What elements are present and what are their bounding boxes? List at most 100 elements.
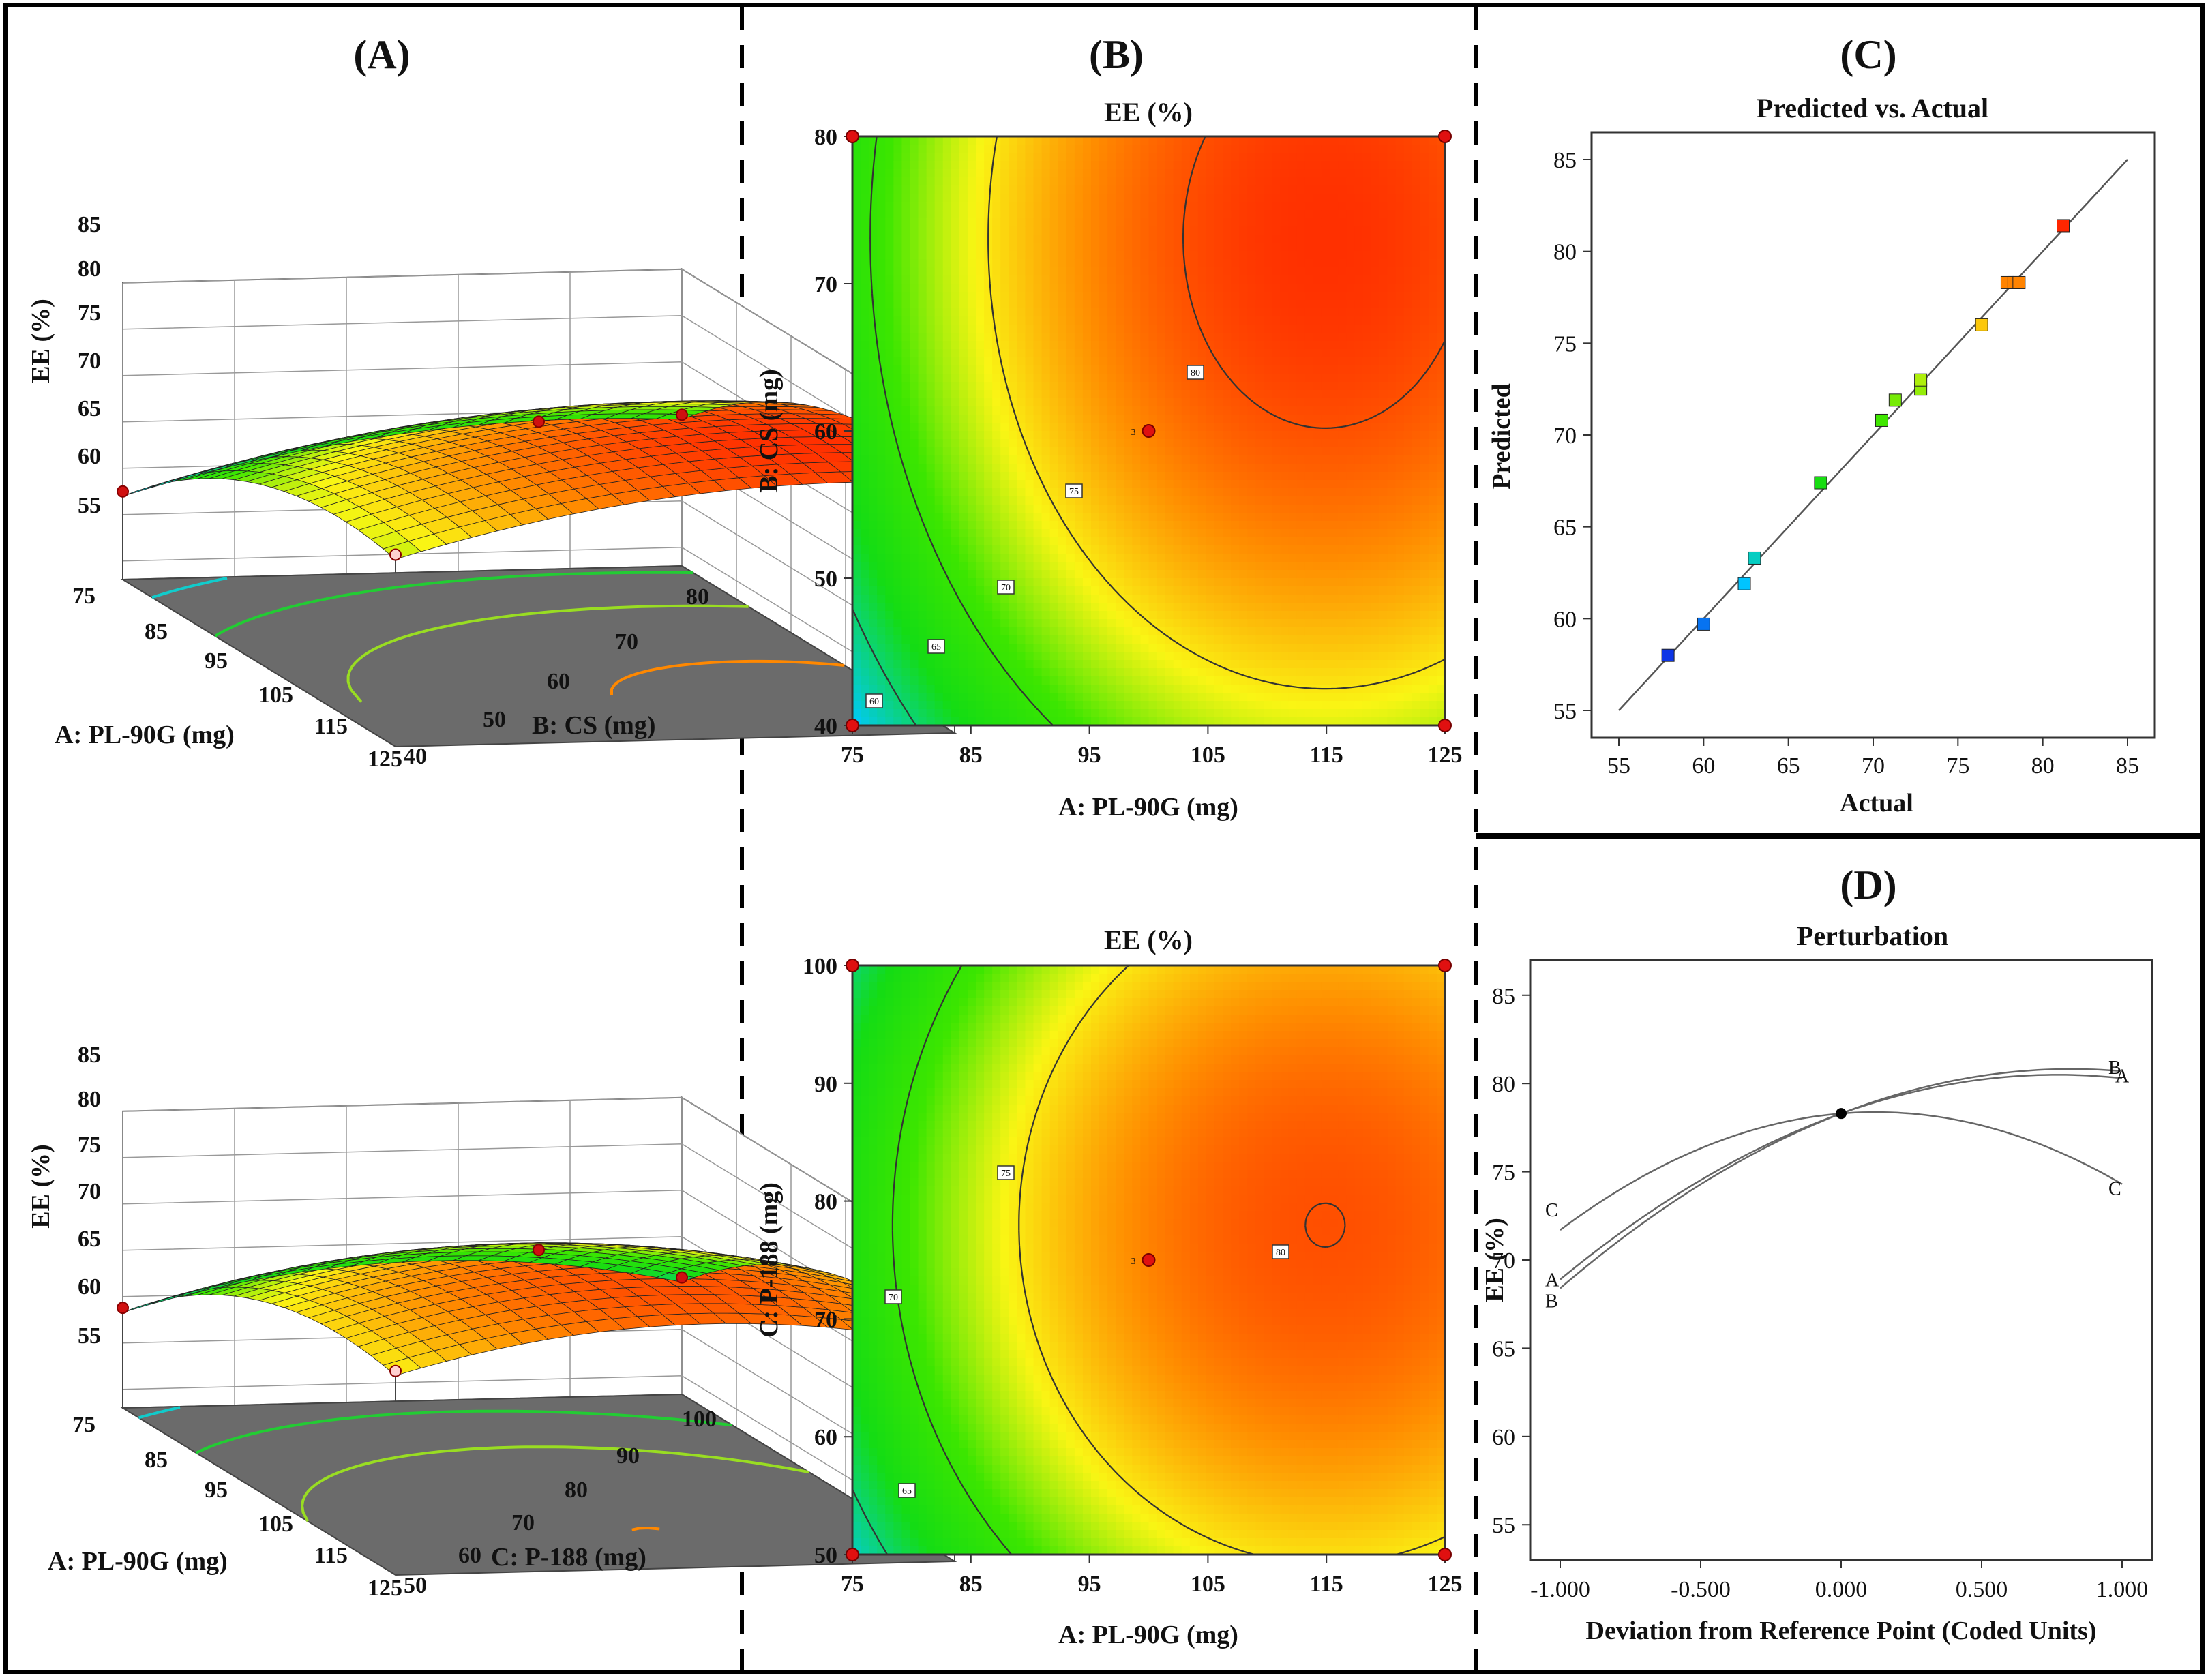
heat-cell bbox=[861, 185, 869, 194]
panel-label-d: (D) bbox=[1840, 862, 1896, 907]
heat-cell bbox=[852, 251, 861, 260]
heat-cell bbox=[877, 308, 886, 317]
heat-cell bbox=[1082, 235, 1092, 243]
floor-contour bbox=[610, 659, 845, 695]
heat-cell bbox=[1280, 235, 1289, 243]
heat-cell bbox=[1140, 382, 1150, 391]
heat-cell bbox=[1140, 145, 1150, 153]
heat-cell bbox=[1223, 365, 1232, 374]
heat-cell bbox=[1181, 177, 1191, 186]
heat-cell bbox=[1049, 210, 1059, 219]
heat-cell bbox=[1239, 284, 1249, 292]
heat-cell bbox=[967, 480, 976, 489]
heat-cell bbox=[1082, 709, 1092, 718]
heat-cell bbox=[910, 194, 919, 202]
heat-cell bbox=[1017, 562, 1026, 571]
heat-cell bbox=[1041, 619, 1051, 628]
heat-cell bbox=[1000, 235, 1010, 243]
heat-cell bbox=[1041, 464, 1051, 472]
heat-cell bbox=[1033, 415, 1043, 423]
heat-cell bbox=[1231, 243, 1240, 252]
heat-cell bbox=[1091, 333, 1100, 342]
heat-cell bbox=[1189, 578, 1199, 587]
heat-cell bbox=[1223, 325, 1232, 333]
heat-cell bbox=[877, 709, 886, 718]
heat-cell bbox=[1107, 529, 1117, 538]
heat-cell bbox=[1214, 275, 1223, 284]
heat-cell bbox=[1264, 218, 1273, 227]
heat-cell bbox=[1058, 480, 1067, 489]
heat-cell bbox=[1280, 333, 1289, 342]
heat-cell bbox=[1091, 447, 1100, 456]
heat-cell bbox=[1041, 439, 1051, 448]
heat-cell bbox=[1049, 570, 1059, 579]
heat-cell bbox=[1288, 627, 1298, 636]
heat-cell bbox=[1033, 439, 1043, 448]
heat-cell bbox=[1058, 382, 1067, 391]
heat-cell bbox=[1033, 292, 1043, 301]
heat-cell bbox=[1000, 668, 1010, 677]
heat-cell bbox=[1148, 709, 1158, 718]
heat-cell bbox=[1033, 267, 1043, 276]
heat-cell bbox=[1033, 202, 1043, 211]
heat-cell bbox=[1074, 259, 1084, 268]
heat-cell bbox=[910, 455, 919, 464]
heat-cell bbox=[901, 545, 911, 554]
heat-cell bbox=[1066, 586, 1075, 595]
heat-cell bbox=[942, 586, 952, 595]
heat-cell bbox=[1239, 627, 1249, 636]
heat-cell bbox=[992, 480, 1002, 489]
heat-cell bbox=[967, 693, 976, 702]
heat-cell bbox=[1288, 562, 1298, 571]
heat-cell bbox=[1247, 554, 1257, 562]
heat-cell bbox=[910, 709, 919, 718]
heat-cell bbox=[926, 586, 936, 595]
heat-cell bbox=[959, 333, 968, 342]
heat-cell bbox=[1091, 390, 1100, 399]
heat-cell bbox=[1140, 545, 1150, 554]
heat-cell bbox=[893, 210, 903, 219]
heat-cell bbox=[1280, 325, 1289, 333]
heat-cell bbox=[1214, 611, 1223, 620]
heat-cell bbox=[926, 496, 936, 505]
heat-cell bbox=[1058, 488, 1067, 497]
heat-cell bbox=[1247, 365, 1257, 374]
heat-cell bbox=[1099, 415, 1108, 423]
heat-cell bbox=[1082, 251, 1092, 260]
heat-cell bbox=[885, 161, 895, 170]
heat-cell bbox=[1214, 619, 1223, 628]
heat-cell bbox=[1000, 185, 1010, 194]
heat-cell bbox=[1066, 308, 1075, 317]
heat-cell bbox=[1197, 505, 1207, 513]
heat-cell bbox=[1148, 505, 1158, 513]
heat-cell bbox=[910, 218, 919, 227]
heat-cell bbox=[1231, 325, 1240, 333]
heat-cell bbox=[861, 545, 869, 554]
heat-cell bbox=[951, 431, 960, 440]
heat-cell bbox=[852, 390, 861, 399]
heat-cell bbox=[1272, 423, 1281, 432]
heat-cell bbox=[893, 464, 903, 472]
heat-cell bbox=[959, 235, 968, 243]
heat-cell bbox=[1132, 431, 1142, 440]
heat-cell bbox=[1058, 455, 1067, 464]
heat-cell bbox=[1272, 709, 1281, 718]
heat-cell bbox=[926, 365, 936, 374]
heat-cell bbox=[852, 169, 861, 178]
x-tick-label: 85 bbox=[145, 1448, 168, 1473]
heat-cell bbox=[1049, 529, 1059, 538]
heat-cell bbox=[942, 202, 952, 211]
heat-cell bbox=[1124, 161, 1133, 170]
heat-cell bbox=[1049, 153, 1059, 162]
heat-cell bbox=[976, 627, 985, 636]
heat-cell bbox=[861, 267, 869, 276]
heat-cell bbox=[1148, 472, 1158, 481]
heat-cell bbox=[885, 447, 895, 456]
heat-cell bbox=[877, 210, 886, 219]
heat-cell bbox=[885, 693, 895, 702]
heat-cell bbox=[1000, 709, 1010, 718]
heat-cell bbox=[1181, 554, 1191, 562]
heat-cell bbox=[959, 194, 968, 202]
heat-cell bbox=[1000, 243, 1010, 252]
heat-cell bbox=[877, 595, 886, 603]
